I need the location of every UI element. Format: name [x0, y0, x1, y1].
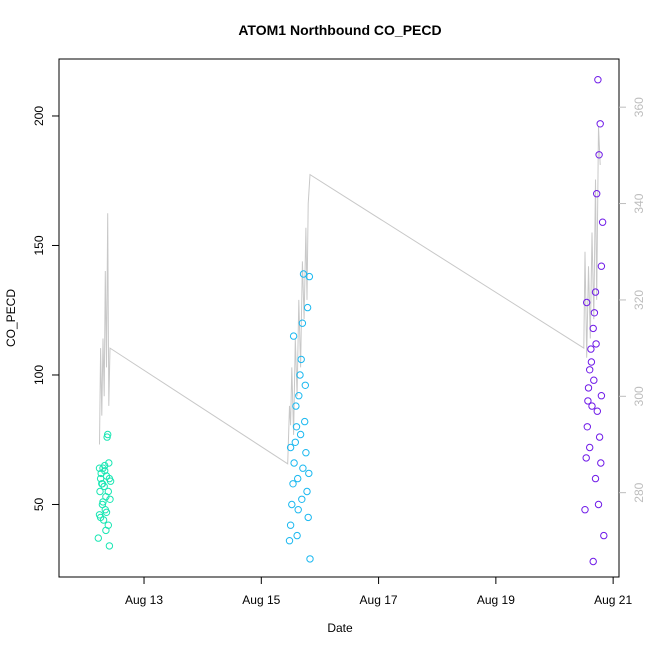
cluster1-point-29: [102, 526, 110, 535]
cluster3-point-17: [589, 557, 597, 566]
cluster3-point-5: [587, 345, 595, 353]
cluster1-point-27: [105, 474, 114, 483]
cluster1-point-22: [96, 513, 105, 522]
y-tick-label-1: 100: [32, 365, 46, 385]
cluster3-point-20: [591, 474, 600, 483]
cluster3-point-24: [590, 376, 598, 384]
cluster2-point-10: [297, 355, 305, 364]
cluster1-point-19: [106, 495, 114, 503]
cluster3-point-23: [587, 358, 596, 366]
cluster1-point-17: [105, 459, 113, 467]
cluster2-point-0: [285, 537, 294, 545]
cluster1-point-18: [105, 542, 114, 550]
plot-frame: [58, 58, 620, 578]
x-tick-label-3: Aug 19: [477, 593, 515, 607]
chart-title: ATOM1 Northbound CO_PECD: [238, 22, 441, 38]
cluster3-point-10: [593, 190, 601, 198]
cluster1-point-24: [101, 467, 109, 475]
x-axis-label: Date: [327, 621, 353, 635]
cluster2-point-26: [305, 469, 313, 478]
cluster3-point-16: [600, 531, 608, 540]
y2-tick-label-1: 300: [632, 386, 646, 406]
cluster3-point-28: [597, 459, 605, 467]
cluster2-point-9: [296, 371, 304, 379]
cluster2-point-19: [289, 332, 298, 340]
cluster1-point-2: [96, 487, 104, 496]
cluster2-point-21: [294, 506, 302, 514]
cluster2-point-11: [298, 319, 307, 327]
cluster2-point-1: [286, 521, 295, 529]
cluster3-point-18: [583, 298, 591, 307]
cluster1-point-26: [104, 487, 113, 496]
cluster3-point-15: [598, 218, 607, 226]
cluster3-point-19: [586, 443, 594, 452]
cluster3-point-14: [597, 262, 606, 270]
x-tick-label-4: Aug 21: [594, 593, 632, 607]
x-tick-label-1: Aug 15: [242, 593, 280, 607]
y2-tick-label-2: 320: [632, 290, 646, 310]
cluster3-point-1: [582, 454, 590, 462]
y-tick-label-3: 200: [32, 106, 46, 126]
cluster2-point-6: [292, 423, 301, 431]
cluster1-point-28: [99, 498, 107, 506]
x-tick-label-0: Aug 13: [125, 593, 163, 607]
cluster2-point-22: [296, 430, 305, 439]
cluster2-point-28: [293, 531, 301, 540]
cluster2-point-13: [301, 417, 309, 426]
cluster1-point-23: [98, 480, 107, 488]
cluster2-point-4: [290, 459, 298, 467]
points-layer: [94, 76, 608, 566]
cluster3-point-0: [581, 506, 589, 514]
y2-tick-label-0: 280: [632, 482, 646, 502]
line-layer: [99, 126, 601, 465]
secondary-line: [99, 126, 601, 465]
y-tick-label-2: 150: [32, 235, 46, 255]
cluster3-point-12: [595, 151, 603, 159]
cluster2-point-5: [291, 438, 299, 446]
x-tick-label-2: Aug 17: [360, 593, 398, 607]
cluster2-point-15: [303, 487, 311, 496]
cluster3-point-25: [592, 340, 600, 348]
cluster3-point-9: [591, 288, 600, 296]
cluster3-point-7: [589, 324, 597, 333]
cluster3-point-26: [593, 407, 601, 415]
cluster2-point-25: [303, 303, 312, 312]
cluster3-point-27: [595, 433, 604, 441]
y-axis-label: CO_PECD: [4, 289, 18, 347]
cluster2-point-3: [289, 480, 297, 488]
cluster3-point-11: [594, 76, 602, 84]
y2-tick-label-4: 360: [632, 97, 646, 117]
cluster2-point-8: [295, 392, 303, 400]
cluster2-point-14: [302, 449, 310, 457]
cluster3-point-21: [594, 500, 603, 509]
cluster1-point-3: [96, 474, 105, 483]
cluster2-point-16: [304, 513, 312, 522]
cluster2-point-27: [286, 443, 295, 452]
cluster3-point-22: [597, 392, 606, 400]
cluster2-point-17: [305, 272, 314, 281]
cluster3-point-6: [588, 402, 596, 410]
cluster1-point-0: [94, 534, 103, 542]
cluster2-point-23: [299, 464, 307, 472]
y2-tick-label-3: 340: [632, 193, 646, 213]
cluster1-point-15: [104, 430, 112, 439]
cluster3-point-13: [596, 120, 604, 128]
cluster3-point-4: [586, 366, 594, 374]
y-tick-label-0: 50: [32, 497, 46, 511]
cluster3-point-2: [583, 423, 591, 431]
cluster2-point-18: [306, 555, 314, 563]
cluster2-point-2: [288, 500, 296, 509]
cluster1-point-25: [102, 508, 111, 516]
axes-layer: Aug 13 Aug 15 Aug 17 Aug 19 Aug 21 50 100 150 20…: [32, 97, 646, 607]
cluster2-point-24: [301, 381, 309, 389]
cluster2-point-29: [298, 495, 306, 503]
cluster2-point-12: [299, 270, 308, 278]
cluster3-point-8: [590, 309, 599, 317]
cluster2-point-20: [292, 402, 300, 410]
cluster2-point-7: [294, 474, 302, 483]
cluster3-point-3: [584, 384, 593, 392]
cluster3-point-29: [584, 397, 592, 405]
